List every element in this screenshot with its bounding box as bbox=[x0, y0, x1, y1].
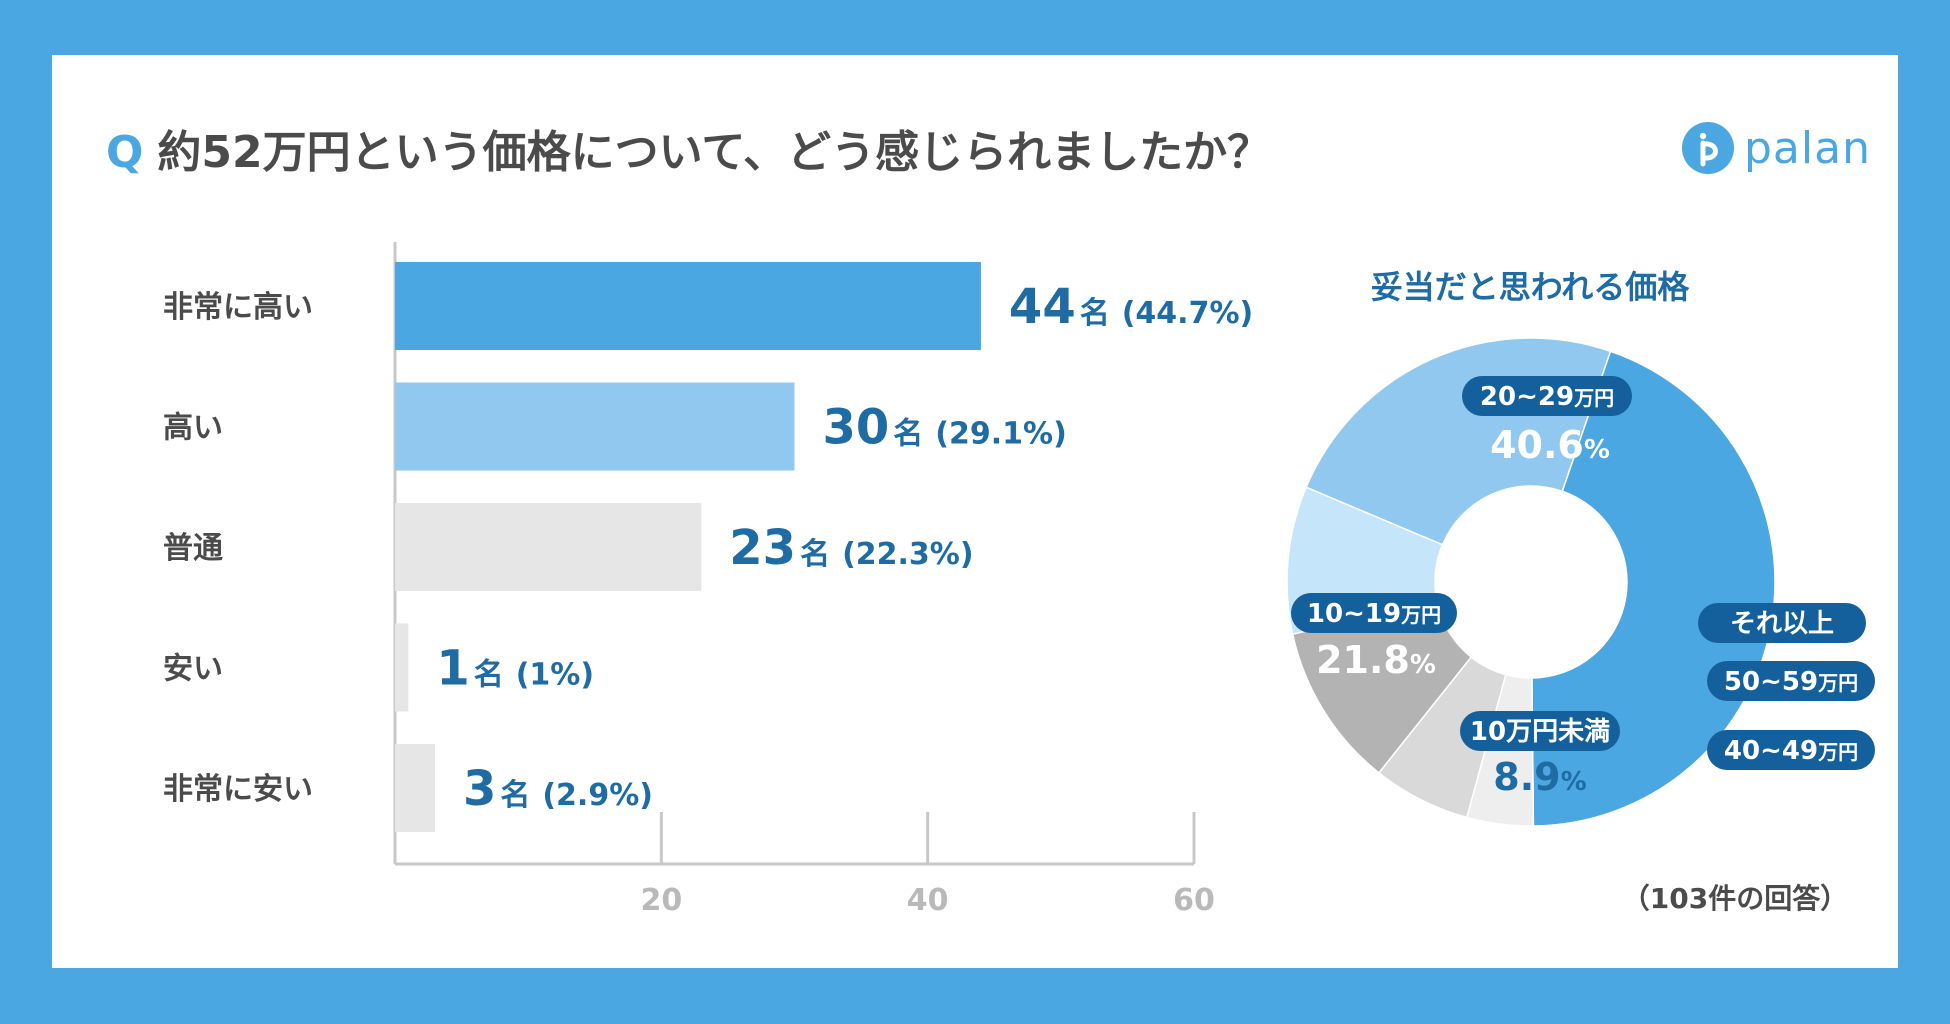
title-text: 約52万円という価格について、どう感じられましたか？ bbox=[157, 127, 1272, 178]
slice-label-pill bbox=[1707, 661, 1875, 701]
palan-logo: palan bbox=[1682, 118, 1871, 178]
q-mark: Q bbox=[106, 127, 144, 178]
slice-label: 50~59万円 bbox=[1724, 667, 1858, 697]
slice-label: 20~29万円 bbox=[1480, 382, 1614, 412]
data-label: 23 名 (22.3%) bbox=[729, 520, 973, 576]
donut-title: 妥当だと思われる価格 bbox=[1371, 268, 1690, 306]
category-label: 普通 bbox=[163, 531, 223, 566]
bar bbox=[395, 382, 795, 471]
x-tick-label: 40 bbox=[907, 883, 949, 918]
slice-label-pill bbox=[1462, 376, 1632, 416]
palan-logo-icon bbox=[1682, 122, 1734, 174]
page-title: Q 約52万円という価格について、どう感じられましたか？ bbox=[106, 118, 1271, 188]
x-tick-label: 60 bbox=[1173, 883, 1215, 918]
bar bbox=[395, 623, 409, 712]
slice-label-pill bbox=[1707, 730, 1875, 770]
category-label: 安い bbox=[163, 652, 223, 687]
bar bbox=[395, 744, 435, 832]
category-label: 非常に高い bbox=[163, 290, 313, 325]
responses-note: （103件の回答） bbox=[1622, 882, 1848, 915]
slice-percent: 40.6% bbox=[1490, 423, 1610, 467]
data-label: 3 名 (2.9%) bbox=[463, 761, 653, 817]
logo-wordmark: palan bbox=[1744, 122, 1871, 174]
slice-label: それ以上 bbox=[1730, 609, 1834, 639]
donut-chart: 妥当だと思われる価格 20~29万円 40.6% それ以上 50~59万円 40~49万円… bbox=[1286, 268, 1875, 915]
slice-label-pill bbox=[1291, 593, 1457, 633]
bar bbox=[395, 262, 981, 350]
category-label: 高い bbox=[163, 411, 223, 446]
slice-percent: 21.8% bbox=[1316, 638, 1436, 682]
data-label: 30 名 (29.1%) bbox=[823, 400, 1067, 456]
slice-label: 10万円未満 bbox=[1470, 717, 1610, 747]
slice-label-pill bbox=[1698, 603, 1866, 643]
slice-percent: 8.9% bbox=[1493, 755, 1586, 799]
slice-label-pill bbox=[1460, 711, 1620, 751]
data-label: 1 名 (1%) bbox=[436, 641, 594, 697]
bar-chart: 20 40 60 非常に高い 44 名 (44.7%) 高い 30 名 (29.1%) 普通 23 名 (2… bbox=[163, 242, 1253, 918]
slice-label: 10~19万円 bbox=[1307, 599, 1441, 629]
x-tick-label: 20 bbox=[640, 883, 682, 918]
bar bbox=[395, 503, 702, 591]
donut-slice bbox=[1531, 350, 1776, 827]
data-label: 44 名 (44.7%) bbox=[1009, 279, 1253, 335]
category-label: 非常に安い bbox=[163, 772, 313, 807]
slice-label: 40~49万円 bbox=[1724, 736, 1858, 766]
